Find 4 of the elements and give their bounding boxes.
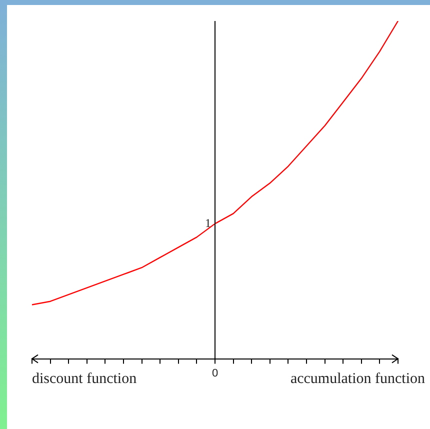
text: 0: [212, 367, 218, 380]
annotation: 1: [205, 216, 211, 230]
text: discount function: [32, 371, 138, 388]
text: accumulation function: [290, 371, 426, 388]
